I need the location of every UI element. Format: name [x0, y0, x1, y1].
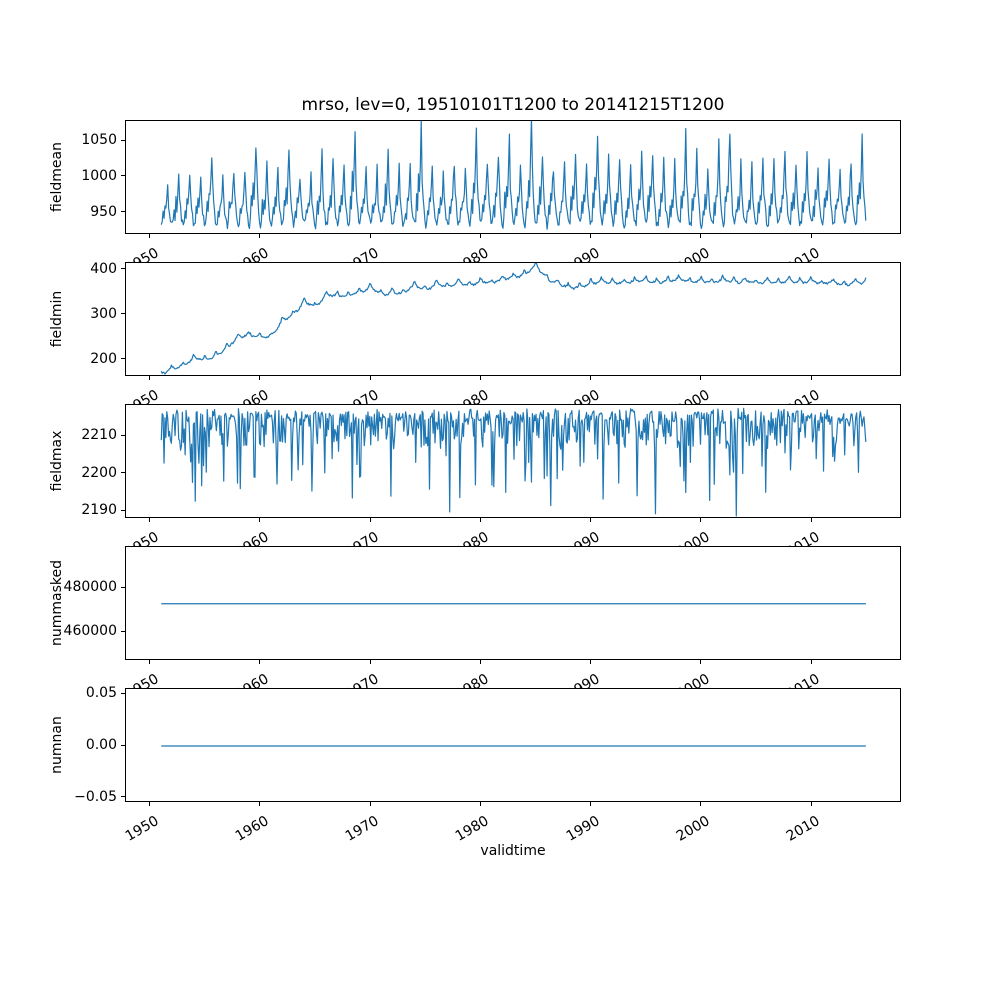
- x-tick-mark: [590, 802, 592, 806]
- y-tick-label: −0.05: [74, 788, 117, 805]
- y-tick-label: 300: [90, 305, 117, 322]
- x-tick-mark: [590, 660, 592, 664]
- axes-fieldmin: [125, 262, 901, 376]
- plot-title: mrso, lev=0, 19510101T1200 to 20141215T1…: [301, 95, 725, 115]
- y-tick-label: 1050: [81, 132, 117, 149]
- y-tick-label: 2190: [81, 502, 117, 519]
- x-tick-label: 1980: [453, 813, 492, 845]
- x-tick-mark: [700, 518, 702, 522]
- y-tick-mark: [121, 796, 125, 798]
- series-path: [160, 407, 867, 517]
- x-tick-mark: [590, 376, 592, 380]
- y-tick-mark: [121, 509, 125, 511]
- y-tick-label: 2200: [81, 464, 117, 481]
- y-tick-label: 0.05: [85, 685, 117, 702]
- x-tick-mark: [810, 518, 812, 522]
- x-tick-mark: [700, 376, 702, 380]
- x-tick-mark: [479, 660, 481, 664]
- subplot-fieldmean: fieldmean 950 1000 1050 1950 1960 1970 1980 199…: [0, 120, 1000, 277]
- x-tick-mark: [700, 660, 702, 664]
- y-tick-mark: [121, 358, 125, 360]
- subplot-fieldmax: fieldmax 2190 2200 2210 1950 1960 1970 1980 199…: [0, 404, 1000, 561]
- x-tick-mark: [369, 376, 371, 380]
- y-tick-label: 0.00: [85, 737, 117, 753]
- x-tick-mark: [369, 518, 371, 522]
- y-tick-mark: [121, 586, 125, 588]
- x-tick-mark: [479, 234, 481, 238]
- y-tick-label: 200: [90, 350, 117, 367]
- x-tick-mark: [149, 376, 151, 380]
- line-series-fieldmean: [160, 121, 867, 230]
- x-tick-label: 2010: [783, 813, 823, 845]
- x-tick-mark: [700, 234, 702, 238]
- axes-fieldmean: [125, 120, 901, 234]
- x-tick-mark: [810, 234, 812, 238]
- x-tick-mark: [149, 518, 151, 522]
- series-path: [160, 263, 867, 375]
- x-tick-label: 1990: [563, 813, 603, 845]
- x-tick-mark: [369, 802, 371, 806]
- y-tick-label: 1000: [81, 167, 117, 184]
- y-tick-label: 950: [90, 203, 117, 220]
- x-tick-mark: [479, 376, 481, 380]
- x-tick-mark: [149, 660, 151, 664]
- x-tick-label: 2000: [673, 813, 713, 845]
- x-axis-label: validtime: [480, 843, 546, 859]
- y-tick-mark: [121, 472, 125, 474]
- x-tick-mark: [259, 802, 261, 806]
- x-tick-mark: [259, 376, 261, 380]
- x-tick-mark: [369, 234, 371, 238]
- subplot-nummasked: nummasked 460000 480000 1950 1960 1970 1980 19…: [0, 546, 1000, 703]
- axes-fieldmax: [125, 404, 901, 518]
- axes-nummasked: [125, 546, 901, 660]
- y-tick-mark: [121, 313, 125, 315]
- y-tick-mark: [121, 434, 125, 436]
- y-tick-label: 2210: [81, 427, 117, 444]
- line-series-numnan: [161, 745, 866, 747]
- x-tick-mark: [479, 518, 481, 522]
- x-tick-mark: [700, 802, 702, 806]
- series-path: [160, 121, 867, 230]
- y-tick-mark: [121, 692, 125, 694]
- x-tick-mark: [149, 802, 151, 806]
- x-tick-mark: [259, 234, 261, 238]
- x-tick-mark: [810, 802, 812, 806]
- x-tick-label: 1950: [122, 813, 162, 845]
- x-tick-mark: [149, 234, 151, 238]
- x-tick-mark: [259, 518, 261, 522]
- y-tick-label: 480000: [63, 579, 117, 596]
- x-tick-mark: [590, 234, 592, 238]
- y-tick-mark: [121, 175, 125, 177]
- y-tick-mark: [121, 211, 125, 213]
- y-tick-label: 400: [90, 260, 117, 277]
- line-series-fieldmax: [160, 407, 867, 517]
- x-tick-mark: [590, 518, 592, 522]
- y-tick-label: 460000: [63, 623, 117, 640]
- x-tick-label: 1970: [342, 813, 382, 845]
- x-tick-mark: [479, 802, 481, 806]
- y-tick-mark: [121, 630, 125, 632]
- axes-numnan: [125, 688, 901, 802]
- y-tick-mark: [121, 744, 125, 746]
- line-series-fieldmin: [160, 263, 867, 375]
- x-tick-mark: [369, 660, 371, 664]
- subplot-numnan: numnan −0.05 0.00 0.05 1950 1960 1970 1980 1990…: [0, 685, 1000, 845]
- y-tick-mark: [121, 139, 125, 141]
- x-tick-mark: [810, 660, 812, 664]
- y-tick-mark: [121, 268, 125, 270]
- x-tick-label: 1960: [232, 813, 272, 845]
- x-tick-mark: [259, 660, 261, 664]
- x-tick-mark: [810, 376, 812, 380]
- subplot-fieldmin: fieldmin 200 300 400 1950 1960 1970 1980 1990 20…: [0, 260, 1000, 419]
- line-series-nummasked: [161, 603, 866, 605]
